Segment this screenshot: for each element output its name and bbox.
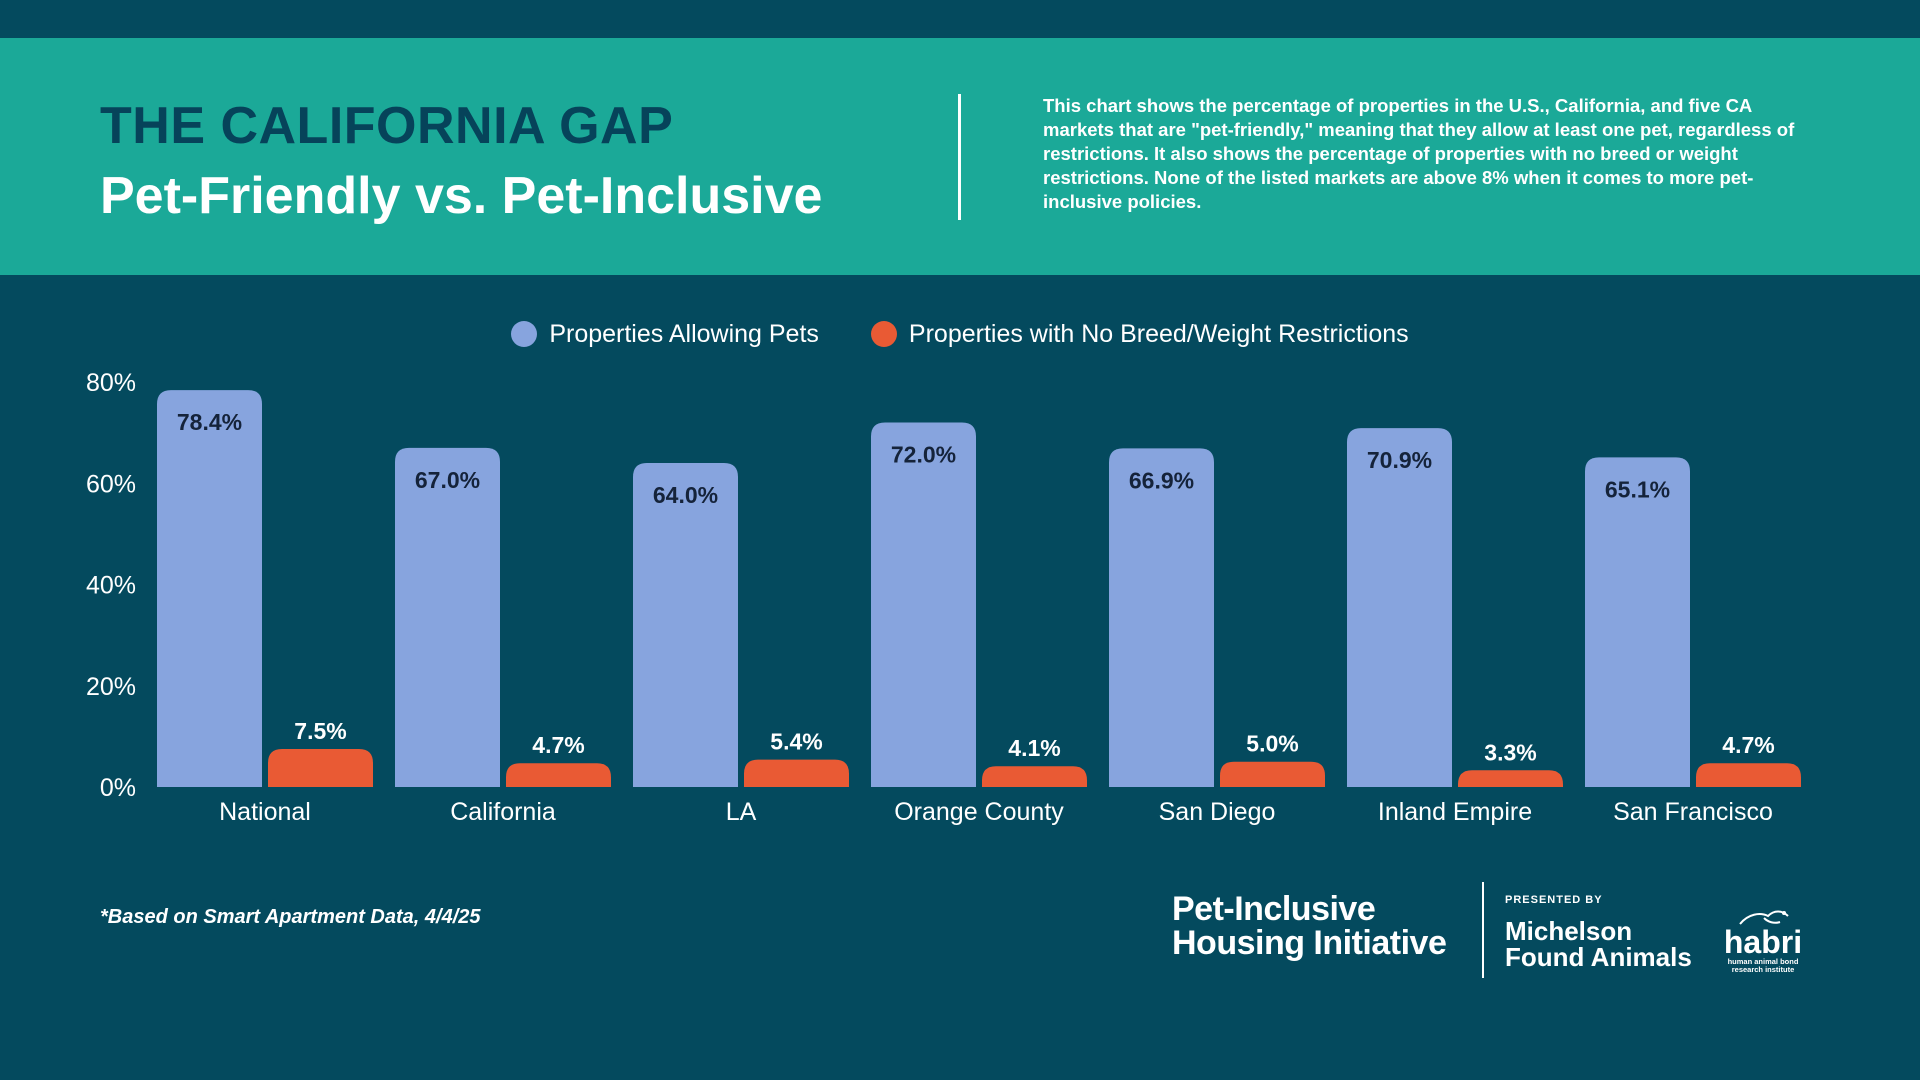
phii-logo: Pet-Inclusive Housing Initiative — [1172, 890, 1447, 962]
data-label-allowing-pets: 67.0% — [415, 467, 480, 493]
habri-logo-word: habri — [1723, 924, 1803, 960]
y-tick-label: 40% — [86, 572, 136, 600]
bar-no-restrictions — [1458, 770, 1563, 787]
data-label-allowing-pets: 70.9% — [1367, 447, 1432, 473]
x-tick-label: Inland Empire — [1378, 798, 1532, 826]
chart-description: This chart shows the percentage of prope… — [1043, 95, 1795, 212]
legend: Properties Allowing Pets Properties with… — [0, 316, 1920, 352]
data-label-allowing-pets: 65.1% — [1605, 476, 1670, 502]
header-divider — [958, 94, 961, 220]
presented-by-label: PRESENTED BY — [1505, 894, 1603, 906]
data-label-allowing-pets: 78.4% — [177, 409, 242, 435]
data-label-no-restrictions: 5.4% — [770, 729, 822, 755]
bar-no-restrictions — [1696, 763, 1801, 787]
habri-animal-icon — [1739, 910, 1789, 925]
data-label-no-restrictions: 4.7% — [1722, 732, 1774, 758]
y-tick-label: 60% — [86, 470, 136, 498]
x-tick-label: San Diego — [1159, 798, 1276, 826]
data-label-allowing-pets: 66.9% — [1129, 467, 1194, 493]
data-label-allowing-pets: 72.0% — [891, 442, 956, 468]
legend-swatch-allowing-pets — [511, 321, 538, 347]
x-tick-label: San Francisco — [1613, 798, 1773, 826]
data-label-allowing-pets: 64.0% — [653, 482, 718, 508]
data-label-no-restrictions: 7.5% — [294, 718, 346, 744]
data-label-no-restrictions: 5.0% — [1246, 731, 1298, 757]
legend-item-no-restrictions: Properties with No Breed/Weight Restrict… — [870, 319, 1409, 349]
bar-no-restrictions — [744, 759, 849, 787]
bar-no-restrictions — [1220, 761, 1325, 787]
x-tick-label: California — [450, 798, 556, 826]
logo-divider — [1482, 882, 1484, 978]
legend-item-allowing-pets: Properties Allowing Pets — [511, 320, 819, 349]
michelson-logo-line1: Michelson — [1505, 916, 1633, 946]
bar-no-restrictions — [268, 749, 373, 787]
bar-allowing-pets — [633, 463, 738, 787]
bar-allowing-pets — [395, 447, 500, 787]
legend-label-no-restrictions: Properties with No Breed/Weight Restrict… — [908, 319, 1409, 348]
michelson-logo: Michelson Found Animals — [1505, 918, 1692, 970]
chart-title: THE CALIFORNIA GAP — [100, 97, 674, 155]
habri-logo-tag-line2: research institute — [1731, 965, 1795, 974]
x-tick-label: LA — [726, 798, 757, 826]
data-label-no-restrictions: 4.7% — [532, 732, 584, 758]
bar-allowing-pets — [1585, 457, 1690, 787]
y-tick-label: 20% — [86, 673, 136, 701]
data-label-no-restrictions: 4.1% — [1008, 735, 1060, 761]
bar-allowing-pets — [871, 422, 976, 787]
bar-allowing-pets — [157, 390, 262, 787]
bar-allowing-pets — [1347, 428, 1452, 787]
habri-logo-tag-line1: human animal bond — [1727, 957, 1799, 966]
y-tick-label: 0% — [100, 774, 136, 802]
phii-logo-line2: Housing Initiative — [1172, 924, 1447, 962]
michelson-logo-line2: Found Animals — [1505, 942, 1692, 972]
legend-swatch-no-restrictions — [870, 321, 897, 347]
y-tick-label: 80% — [86, 369, 136, 397]
x-tick-label: Orange County — [894, 798, 1064, 826]
phii-logo-line1: Pet-Inclusive — [1172, 890, 1376, 928]
bar-allowing-pets — [1109, 448, 1214, 787]
habri-logo: habri human animal bond research institu… — [1720, 904, 1806, 974]
x-tick-label: National — [219, 798, 311, 826]
bar-no-restrictions — [982, 766, 1087, 787]
footnote: *Based on Smart Apartment Data, 4/4/25 — [100, 906, 481, 928]
legend-label-allowing-pets: Properties Allowing Pets — [549, 319, 819, 348]
data-label-no-restrictions: 3.3% — [1484, 739, 1536, 765]
bar-no-restrictions — [506, 763, 611, 787]
chart-subtitle: Pet-Friendly vs. Pet-Inclusive — [100, 167, 823, 225]
